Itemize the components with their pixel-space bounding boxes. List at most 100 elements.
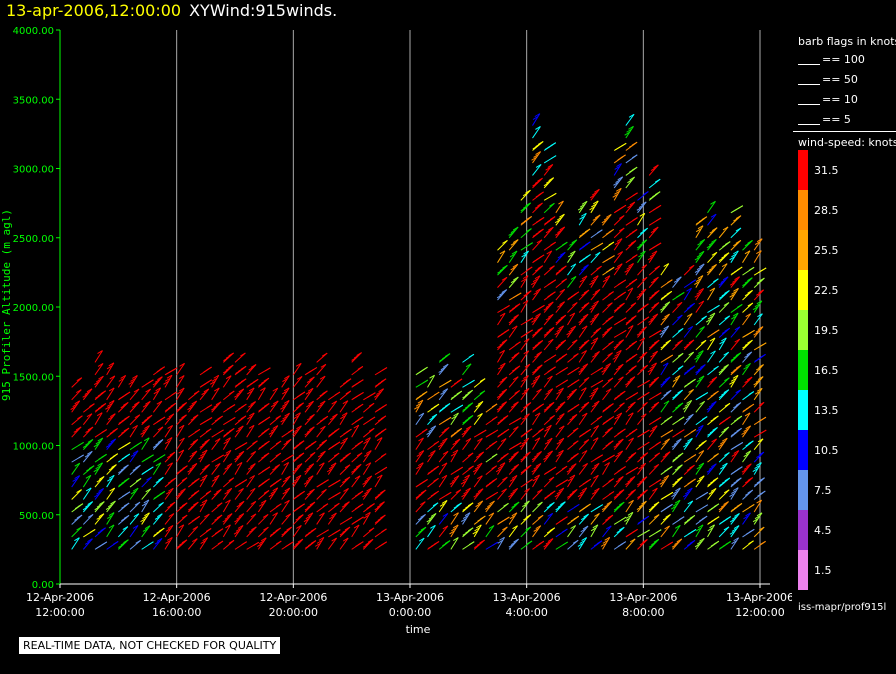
- wind-barb-feather: [674, 499, 681, 504]
- wind-barb-feather: [662, 453, 669, 458]
- wind-barb-feather: [442, 381, 449, 386]
- wind-barb-feather: [664, 438, 670, 443]
- wind-barb: [106, 487, 116, 500]
- wind-barb-feather: [745, 512, 751, 517]
- wind-barb-feather: [582, 462, 588, 467]
- wind-barb-feather: [655, 392, 662, 397]
- wind-barb: [648, 302, 660, 313]
- wind-barb-feather: [580, 516, 587, 521]
- wind-barb: [281, 375, 290, 388]
- wind-barb-feather: [617, 363, 624, 368]
- wind-barb-feather: [569, 312, 576, 317]
- wind-barb-feather: [732, 278, 738, 283]
- wind-barb-feather: [556, 357, 562, 362]
- wind-barb-feather: [696, 395, 703, 400]
- wind-barb-feather: [710, 417, 716, 422]
- wind-barb-feather: [593, 313, 600, 317]
- wind-barb: [269, 512, 279, 525]
- wind-barb: [532, 288, 542, 301]
- wind-barb-feather: [85, 503, 91, 508]
- wind-barb-feather: [698, 442, 705, 447]
- wind-barb-feather: [709, 524, 715, 529]
- wind-barb-feather: [724, 377, 730, 382]
- wind-barb: [199, 449, 208, 463]
- wind-barb-feather: [589, 318, 596, 323]
- wind-barb-feather: [571, 239, 578, 244]
- wind-barb-feather: [87, 450, 93, 455]
- wind-barb-feather: [491, 465, 497, 470]
- wind-barb-feather: [556, 452, 562, 457]
- wind-barb-feather: [642, 452, 649, 457]
- wind-barb-feather: [134, 501, 141, 506]
- wind-barb-feather: [617, 450, 623, 455]
- wind-barb-feather: [697, 225, 704, 230]
- wind-barb-feather: [672, 378, 679, 382]
- wind-barb-feather: [546, 504, 553, 509]
- wind-barb-feather: [473, 493, 479, 498]
- wind-barb-feather: [672, 481, 678, 486]
- wind-barb: [222, 499, 231, 513]
- wind-barb-feather: [685, 416, 692, 421]
- wind-barb-feather: [522, 416, 528, 420]
- wind-barb-feather: [453, 512, 459, 517]
- wind-barb-feather: [664, 451, 671, 456]
- wind-barb: [648, 362, 657, 376]
- wind-barb-feather: [177, 390, 183, 395]
- wind-barb-feather: [543, 543, 549, 548]
- wind-barb-feather: [319, 462, 325, 467]
- wind-barb: [567, 239, 578, 251]
- wind-barb: [508, 512, 518, 525]
- wind-barb: [176, 437, 185, 450]
- wind-barb: [590, 327, 602, 338]
- wind-barb-feather: [285, 475, 291, 480]
- wind-barb-feather: [626, 470, 633, 475]
- wind-barb: [543, 301, 554, 313]
- wind-barb-feather: [734, 512, 740, 517]
- wind-barb-feather: [533, 528, 539, 532]
- wind-barb-feather: [130, 453, 137, 457]
- wind-barb-feather: [234, 393, 240, 398]
- wind-barb-feather: [710, 350, 716, 355]
- wind-barb-feather: [442, 542, 448, 547]
- wind-barb-feather: [531, 156, 537, 161]
- y-tick-label: 3000.00: [13, 165, 54, 176]
- wind-barb-feather: [719, 520, 726, 524]
- wind-barb-feather: [701, 315, 707, 320]
- wind-barb-feather: [381, 466, 388, 471]
- wind-barb-feather: [285, 543, 291, 548]
- wind-barb: [683, 413, 694, 426]
- wind-barb: [211, 438, 221, 450]
- wind-barb-feather: [648, 319, 654, 323]
- wind-barb: [281, 462, 290, 475]
- wind-barb-feather: [527, 242, 533, 247]
- wind-barb-feather: [534, 180, 541, 185]
- wind-barb: [473, 500, 484, 513]
- wind-barb-feather: [696, 378, 703, 383]
- color-swatch: [798, 390, 808, 430]
- wind-barb-feather: [175, 493, 182, 498]
- wind-barb-feather: [672, 394, 678, 399]
- wind-barb-feather: [653, 501, 660, 506]
- wind-barb: [415, 514, 426, 525]
- wind-barb-feather: [745, 442, 751, 447]
- wind-barb-feather: [698, 350, 704, 354]
- wind-barb-feather: [684, 369, 690, 374]
- wind-barb-feather: [499, 403, 505, 408]
- wind-barb: [117, 526, 129, 538]
- wind-barb-feather: [578, 368, 584, 373]
- wind-barb-feather: [566, 394, 573, 398]
- wind-barb: [508, 276, 519, 288]
- wind-barb-feather: [757, 418, 764, 423]
- wind-barb-feather: [558, 267, 564, 272]
- wind-barb: [94, 476, 105, 488]
- wind-barb-feather: [416, 395, 422, 400]
- wind-barb-feather: [674, 375, 681, 379]
- wind-barb-feather: [201, 474, 208, 479]
- wind-barb: [590, 289, 601, 301]
- wind-barb-feather: [228, 477, 235, 482]
- wind-barb: [71, 537, 80, 550]
- wind-barb-feather: [500, 417, 506, 422]
- wind-barb-feather: [696, 220, 702, 225]
- wind-barb: [625, 113, 635, 126]
- wind-barb-feather: [562, 541, 568, 546]
